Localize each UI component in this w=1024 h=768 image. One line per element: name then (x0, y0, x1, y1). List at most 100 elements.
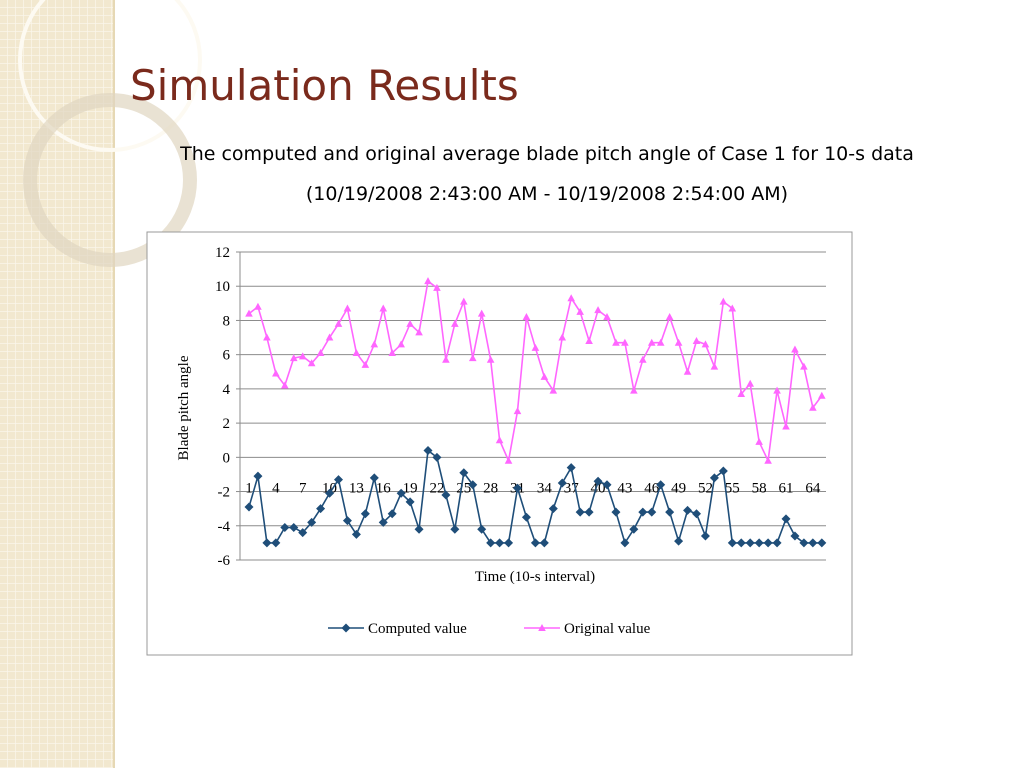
point (736, 538, 746, 548)
point (272, 369, 280, 377)
point (513, 407, 522, 415)
point (325, 488, 335, 498)
point (647, 507, 657, 517)
x-tick-label: 43 (617, 480, 632, 496)
point (719, 297, 728, 305)
point (450, 524, 460, 534)
x-tick-label: 19 (403, 480, 418, 496)
x-tick-label: 52 (698, 480, 713, 496)
point (755, 437, 763, 445)
point (397, 340, 405, 348)
point (593, 476, 603, 486)
point (334, 475, 343, 485)
point (558, 333, 567, 341)
x-axis-title: Time (10-s interval) (475, 569, 595, 585)
x-tick-label: 13 (349, 480, 364, 496)
point (638, 507, 648, 517)
point (341, 623, 351, 633)
y-tick-label: -2 (218, 485, 231, 501)
point (477, 524, 487, 534)
point (415, 328, 423, 336)
point (692, 509, 701, 519)
point (352, 348, 361, 356)
y-tick-label: 8 (223, 313, 231, 329)
point (360, 509, 370, 519)
x-tick-label: 22 (429, 480, 444, 496)
point (665, 313, 674, 321)
point (254, 302, 262, 310)
point (764, 456, 772, 464)
x-tick-label: 46 (644, 480, 660, 496)
point (603, 313, 611, 321)
point (307, 517, 317, 527)
point (334, 319, 343, 327)
y-tick-label: 10 (215, 279, 230, 295)
point (468, 354, 477, 362)
point (737, 390, 746, 398)
point (253, 471, 263, 481)
point (459, 468, 469, 478)
point (530, 538, 540, 548)
point (584, 507, 594, 517)
point (379, 304, 388, 312)
x-tick-label: 10 (322, 480, 337, 496)
point (361, 360, 370, 368)
point (451, 319, 459, 327)
point (612, 338, 620, 346)
x-tick-label: 64 (805, 480, 821, 496)
y-tick-label: 4 (223, 382, 231, 398)
point (342, 516, 352, 526)
point (343, 304, 352, 312)
point (630, 386, 638, 394)
chart-title: The computed and original average blade … (179, 143, 914, 165)
point (611, 507, 621, 517)
x-tick-label: 16 (376, 480, 392, 496)
y-tick-label: 0 (223, 450, 231, 466)
point (754, 538, 764, 548)
y-axis-title: Blade pitch angle (176, 355, 192, 460)
point (745, 538, 755, 548)
point (378, 517, 388, 527)
x-tick-label: 34 (537, 480, 553, 496)
point (656, 480, 666, 490)
point (433, 283, 441, 291)
point (495, 538, 505, 548)
y-tick-label: 2 (223, 416, 231, 432)
point (538, 624, 546, 631)
point (710, 362, 719, 370)
point (549, 386, 558, 394)
point (406, 319, 414, 327)
point (790, 531, 800, 541)
point (513, 483, 522, 493)
point (692, 336, 701, 344)
point (575, 507, 585, 517)
y-tick-label: -6 (218, 553, 231, 569)
point (468, 480, 478, 490)
point (370, 340, 379, 348)
point (647, 338, 656, 346)
point (245, 309, 253, 317)
point (818, 391, 826, 399)
point (594, 306, 602, 314)
point (325, 333, 334, 341)
point (495, 436, 504, 444)
point (799, 538, 809, 548)
point (486, 538, 496, 548)
point (460, 297, 468, 305)
point (289, 354, 298, 362)
y-tick-label: 12 (215, 245, 230, 261)
point (477, 309, 486, 317)
point (718, 466, 728, 476)
point (441, 490, 451, 500)
point (763, 538, 773, 548)
x-tick-label: 4 (272, 480, 280, 496)
point (674, 536, 684, 546)
point (432, 452, 442, 462)
point (566, 463, 576, 473)
point (772, 538, 782, 548)
point (548, 504, 558, 514)
point (281, 381, 289, 389)
legend-label: Computed value (368, 621, 467, 637)
point (271, 538, 281, 548)
